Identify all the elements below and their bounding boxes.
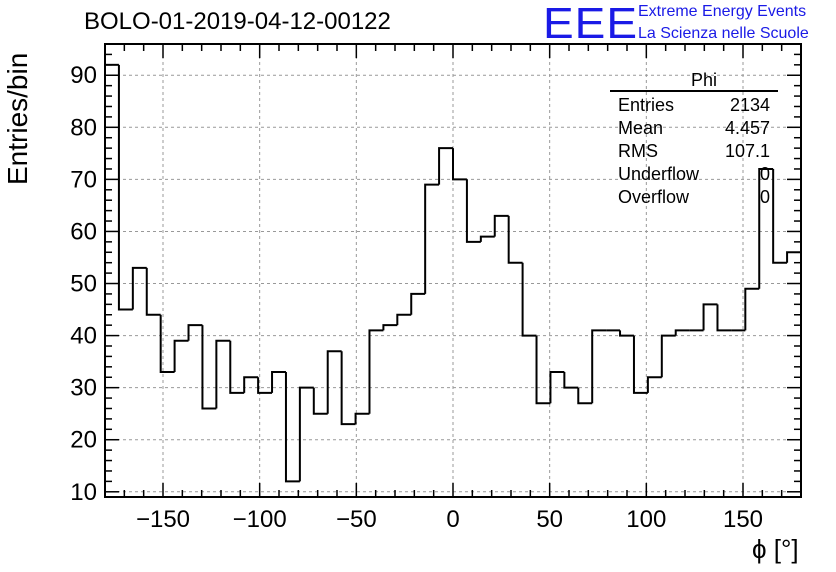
- plot-frame: [104, 43, 802, 498]
- x-tick-label: 150: [723, 506, 763, 533]
- histogram-bin: [535, 335, 551, 405]
- y-tick-label: 70: [70, 166, 97, 193]
- histogram-bin: [173, 339, 189, 373]
- stats-row-mean: Mean 4.457: [610, 117, 778, 140]
- logo-line-2: La Scienza nelle Scuole: [638, 25, 809, 42]
- histogram-bin: [424, 183, 440, 294]
- histogram-bin: [521, 262, 537, 337]
- histogram-bin: [660, 334, 676, 378]
- stats-value: 0: [759, 164, 770, 184]
- histogram-bin: [493, 214, 509, 237]
- y-tick-label: 20: [70, 427, 97, 454]
- x-tick-label: −50: [336, 506, 377, 533]
- stats-box: Phi Entries 2134 Mean 4.457 RMS 107.1 Un…: [610, 70, 778, 209]
- histogram-bin: [201, 325, 217, 410]
- stats-label: Entries: [618, 95, 675, 115]
- stats-label: Underflow: [618, 164, 700, 184]
- y-tick-label: 40: [70, 323, 97, 350]
- histogram-bin: [354, 412, 370, 425]
- histogram-bin: [646, 376, 662, 393]
- stats-row-rms: RMS 107.1: [610, 140, 778, 163]
- stats-label: RMS: [618, 141, 658, 161]
- histogram-bin: [298, 386, 314, 482]
- histogram-bin: [271, 371, 286, 393]
- histogram-bin: [326, 350, 342, 414]
- y-tick-label: 80: [70, 114, 97, 141]
- histogram-bin: [257, 377, 273, 394]
- stats-row-entries: Entries 2134: [610, 94, 778, 117]
- histogram-bin: [131, 266, 147, 310]
- histogram-bin: [772, 168, 788, 264]
- histogram-bin: [382, 324, 398, 331]
- histogram-bin: [312, 387, 328, 415]
- x-tick-label: 0: [446, 506, 459, 533]
- x-tick-label: −150: [136, 506, 190, 533]
- histogram-bin: [438, 147, 453, 185]
- histogram-bin: [215, 339, 231, 409]
- histogram-bin: [591, 329, 607, 404]
- histogram-bin: [632, 335, 648, 394]
- histogram-bin: [340, 351, 356, 426]
- histogram-bin: [452, 148, 467, 181]
- y-tick-label: 50: [70, 271, 97, 298]
- histogram-bin: [577, 387, 593, 405]
- histogram-bin: [465, 179, 481, 243]
- chart-title: BOLO-01-2019-04-12-00122: [84, 8, 391, 35]
- stats-value: 4.457: [724, 118, 770, 138]
- histogram-bin: [702, 303, 718, 331]
- histogram-bin: [479, 235, 495, 242]
- histogram-bin: [117, 64, 133, 311]
- stats-label: Overflow: [618, 187, 690, 207]
- histogram-bin: [284, 372, 300, 483]
- y-tick-label: 90: [70, 62, 97, 89]
- stats-row-underflow: Underflow 0: [610, 163, 778, 186]
- logo-line-1: Extreme Energy Events: [638, 3, 807, 20]
- stats-title: Phi: [690, 70, 717, 90]
- x-tick-label: 100: [626, 506, 666, 533]
- stats-value: 2134: [729, 95, 770, 115]
- histogram-bin: [716, 304, 732, 332]
- y-axis-label: Entries/bin: [2, 52, 33, 185]
- histogram-bin: [187, 324, 203, 341]
- histogram-bin: [507, 215, 523, 264]
- x-axis-label: ϕ [°]: [752, 534, 799, 564]
- eee-logo: EEE: [543, 0, 639, 48]
- stats-value: 107.1: [724, 141, 770, 161]
- histogram-bin: [243, 376, 259, 393]
- histogram-bin: [368, 329, 384, 414]
- histogram-bin: [229, 340, 245, 394]
- stats-label: Mean: [618, 118, 664, 138]
- stats-value: 0: [759, 187, 770, 207]
- x-tick-label: −100: [233, 506, 287, 533]
- histogram-bin: [786, 251, 801, 263]
- stats-row-overflow: Overflow 0: [610, 186, 778, 209]
- histogram-bin: [396, 313, 412, 326]
- histogram-bin: [674, 329, 690, 336]
- histogram-bin: [159, 314, 175, 374]
- histogram-bin: [744, 287, 760, 331]
- y-tick-label: 60: [70, 218, 97, 245]
- histogram-bin: [563, 372, 579, 389]
- histogram-bin: [758, 167, 774, 289]
- histogram-bin: [619, 330, 634, 337]
- x-tick-label: 50: [536, 506, 563, 533]
- histogram-bin: [410, 292, 426, 315]
- stats-divider: [610, 90, 778, 92]
- histogram-bin: [549, 371, 565, 404]
- y-tick-label: 30: [70, 375, 97, 402]
- y-tick-label: 10: [70, 479, 97, 506]
- histogram-bin: [145, 267, 161, 316]
